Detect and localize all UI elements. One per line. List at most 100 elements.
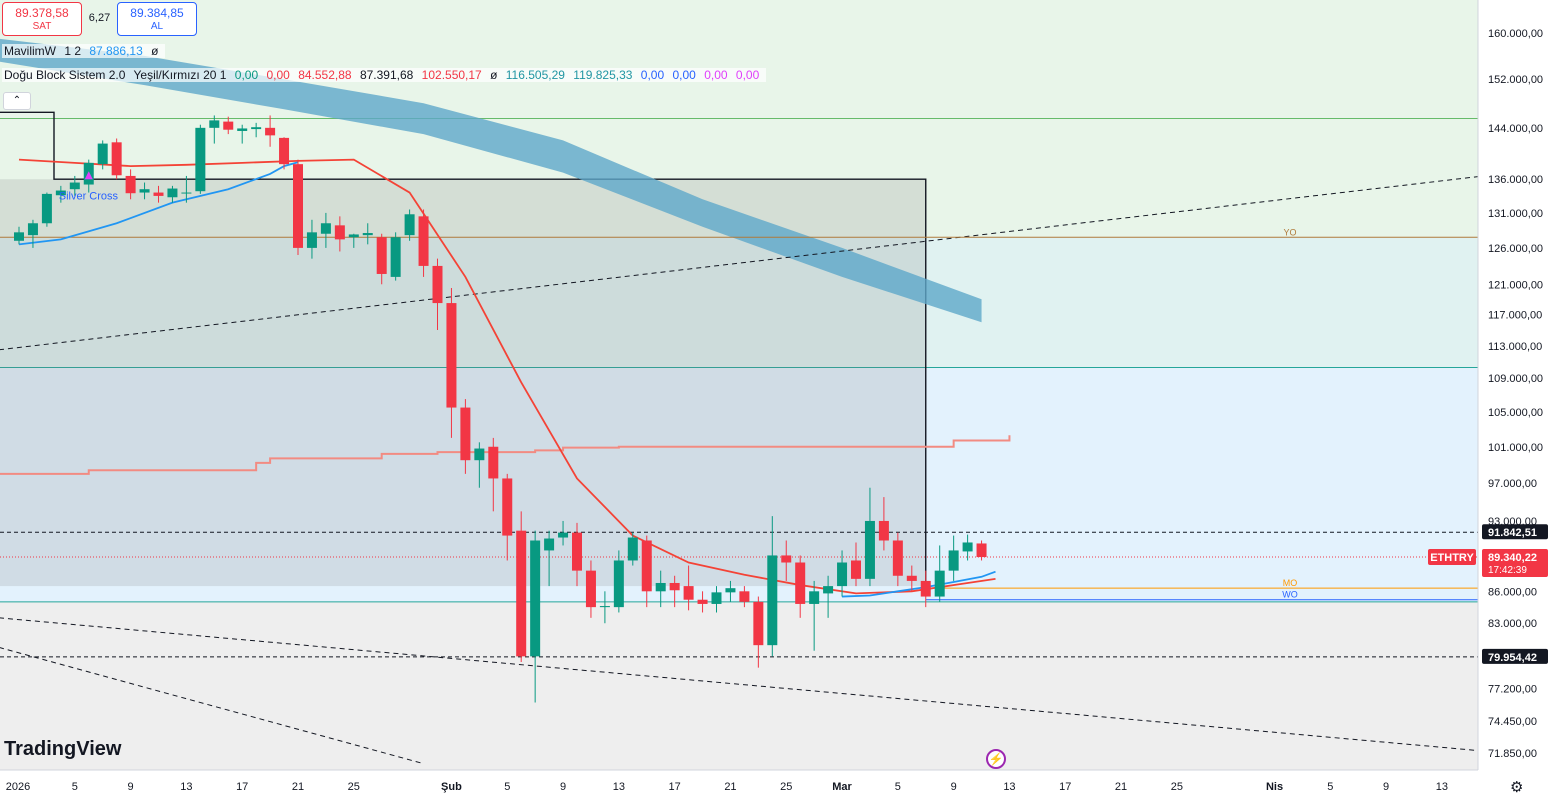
x-tick-label: 17 bbox=[669, 781, 681, 793]
sell-button[interactable]: 89.378,58 SAT bbox=[2, 2, 82, 36]
candle-down bbox=[125, 169, 136, 200]
cloud-band bbox=[0, 38, 982, 323]
x-tick-label: 9 bbox=[951, 781, 957, 793]
x-tick-label: 9 bbox=[1383, 781, 1389, 793]
candle-body bbox=[460, 407, 471, 461]
candle-down bbox=[265, 115, 276, 147]
candle-body bbox=[306, 232, 317, 248]
candle-up bbox=[41, 192, 52, 227]
price-marker bbox=[1482, 648, 1548, 664]
candle-body bbox=[153, 192, 164, 196]
candle-up bbox=[823, 575, 834, 618]
x-tick-label: 9 bbox=[560, 781, 566, 793]
candle-up bbox=[306, 219, 317, 259]
ma-blue-line bbox=[18, 161, 299, 246]
buy-label: AL bbox=[150, 21, 164, 32]
candle-body bbox=[376, 237, 387, 274]
candle-body bbox=[655, 582, 666, 592]
candle-body bbox=[404, 214, 415, 236]
candle-body bbox=[641, 540, 652, 592]
candle-body bbox=[627, 537, 638, 561]
x-tick-label: 25 bbox=[1171, 781, 1183, 793]
candle-body bbox=[516, 530, 527, 657]
candle-down bbox=[683, 565, 694, 611]
x-tick-label: 25 bbox=[348, 781, 360, 793]
candle-body bbox=[97, 143, 108, 165]
symbol-tag bbox=[1428, 549, 1476, 566]
candle-body bbox=[348, 234, 359, 238]
candle-down bbox=[851, 542, 861, 587]
candle-up bbox=[558, 520, 569, 546]
candle-up bbox=[209, 115, 220, 144]
candle-body bbox=[809, 591, 820, 604]
buy-button[interactable]: 89.384,85 AL bbox=[117, 2, 197, 36]
candle-down bbox=[795, 555, 806, 618]
y-tick-label: 136.000,00 bbox=[1488, 174, 1543, 186]
candle-up bbox=[530, 530, 541, 703]
candle-body bbox=[223, 121, 234, 130]
indicator-value: ø bbox=[490, 68, 498, 82]
spread-value: 6,27 bbox=[88, 12, 111, 24]
sell-price: 89.378,58 bbox=[15, 6, 69, 20]
trend-line bbox=[0, 175, 1484, 351]
candle-body bbox=[418, 216, 429, 266]
y-tick-label: 109.000,00 bbox=[1488, 373, 1543, 385]
candle-up bbox=[544, 530, 555, 587]
candle-up bbox=[962, 534, 973, 561]
candle-body bbox=[320, 223, 331, 234]
candle-down bbox=[572, 522, 582, 587]
y-tick-label: 131.000,00 bbox=[1488, 208, 1543, 220]
candle-body bbox=[69, 182, 80, 190]
candle-up bbox=[348, 233, 359, 248]
candle-body bbox=[334, 225, 345, 240]
chevron-up-icon: ⌃ bbox=[12, 95, 22, 106]
candle-down bbox=[976, 540, 987, 561]
x-tick-label: 21 bbox=[1115, 781, 1127, 793]
candle-body bbox=[41, 193, 52, 224]
price-marker-label: 89.340,22 bbox=[1488, 552, 1537, 564]
candle-body bbox=[293, 164, 303, 248]
candle-body bbox=[209, 120, 220, 128]
candle-body bbox=[599, 606, 610, 608]
candle-body bbox=[558, 532, 569, 538]
tradingview-logo: TradingView bbox=[4, 738, 122, 760]
candle-down bbox=[502, 473, 513, 561]
candle-body bbox=[279, 137, 290, 165]
candle-down bbox=[223, 116, 234, 135]
indicator-params: 1 2 bbox=[64, 44, 82, 58]
candle-body bbox=[976, 543, 987, 558]
x-tick-label: 2026 bbox=[6, 781, 30, 793]
indicator-legend-mavilimw[interactable]: MavilimW 1 2 87.886,13 ø bbox=[2, 44, 166, 58]
candle-up bbox=[948, 535, 959, 581]
x-tick-label: 13 bbox=[1436, 781, 1448, 793]
candle-down bbox=[906, 565, 917, 592]
candle-body bbox=[948, 550, 959, 571]
x-tick-label: 5 bbox=[895, 781, 901, 793]
candle-body bbox=[502, 478, 513, 536]
lightning-icon[interactable]: ⚡ bbox=[986, 749, 1006, 769]
candle-up bbox=[362, 223, 373, 245]
candle-up bbox=[655, 570, 666, 608]
candle-body bbox=[906, 575, 917, 581]
candle-down bbox=[460, 399, 471, 474]
collapse-legend-button[interactable]: ⌃ bbox=[3, 92, 31, 110]
gear-icon[interactable]: ⚙ bbox=[1510, 779, 1524, 796]
x-tick-label: 17 bbox=[236, 781, 248, 793]
candle-up bbox=[14, 226, 24, 245]
x-tick-label: 9 bbox=[128, 781, 134, 793]
candle-body bbox=[27, 223, 38, 236]
candle-body bbox=[711, 592, 722, 604]
level-label: YO bbox=[1283, 227, 1296, 237]
candle-up bbox=[404, 209, 415, 241]
x-tick-label: 5 bbox=[1327, 781, 1333, 793]
indicator-legend-dogu-block[interactable]: Doğu Block Sistem 2.0 Yeşil/Kırmızı 20 1… bbox=[2, 68, 767, 82]
y-tick-label: 144.000,00 bbox=[1488, 123, 1543, 135]
candle-body bbox=[781, 555, 792, 563]
candle-body bbox=[237, 128, 248, 131]
annotation-label: Silver Cross bbox=[59, 190, 119, 202]
price-marker bbox=[1482, 549, 1548, 578]
candle-body bbox=[934, 570, 945, 597]
candle-down bbox=[753, 596, 764, 668]
candle-body bbox=[892, 540, 903, 576]
